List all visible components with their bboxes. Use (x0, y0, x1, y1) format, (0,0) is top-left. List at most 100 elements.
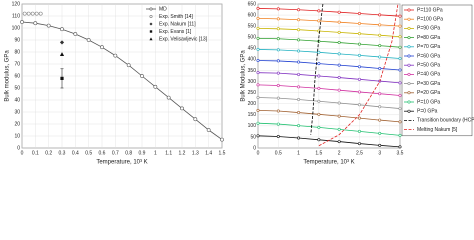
y-tick-label: 60 (14, 73, 20, 79)
marker (398, 68, 402, 72)
marker (357, 129, 361, 133)
marker (256, 121, 260, 125)
legend-label: P=70 GPa (417, 44, 440, 50)
legend-label: MD (159, 6, 167, 12)
marker (337, 41, 341, 45)
marker (337, 76, 341, 80)
marker (357, 77, 361, 81)
marker (26, 11, 31, 16)
x-tick-label: 1.1 (165, 150, 172, 156)
marker (220, 137, 224, 142)
marker (317, 74, 321, 78)
marker (407, 72, 411, 76)
y-tick-label: 40 (14, 97, 20, 103)
marker (59, 52, 65, 56)
marker (398, 35, 402, 39)
series-line (257, 122, 401, 136)
marker (398, 45, 402, 49)
legend-label: Melting Nakum [5] (417, 127, 458, 133)
marker (337, 127, 341, 131)
marker (297, 60, 301, 64)
marker (357, 42, 361, 46)
marker (378, 33, 382, 37)
marker (193, 117, 198, 122)
marker (276, 7, 280, 11)
legend-label: Exp. Velisavljevic [13] (159, 36, 208, 42)
series-line (257, 97, 401, 109)
marker (149, 22, 153, 26)
y-tick-label: 20 (14, 121, 20, 127)
marker (337, 88, 341, 92)
series-line (257, 72, 401, 84)
marker (398, 145, 402, 149)
marker (378, 55, 382, 59)
y-tick-label: 550 (248, 23, 257, 29)
y-tick-label: 100 (248, 123, 257, 129)
x-tick-label: 0.4 (72, 150, 79, 156)
marker (276, 27, 280, 31)
marker (153, 84, 158, 89)
marker (276, 71, 280, 75)
x-axis-title: Temperature, 10³ K (303, 160, 354, 166)
marker (256, 71, 260, 75)
y-tick-label: 300 (248, 79, 257, 85)
y-tick-label: 150 (248, 112, 257, 118)
marker (149, 30, 153, 33)
marker (407, 91, 411, 95)
marker (180, 106, 184, 111)
marker (276, 109, 280, 113)
y-tick-label: 200 (248, 101, 257, 107)
marker (357, 90, 361, 94)
marker (86, 38, 91, 42)
marker (357, 32, 361, 36)
series-line (257, 8, 401, 17)
marker (357, 142, 361, 146)
y-tick-label: 0 (253, 145, 256, 151)
marker (297, 111, 301, 115)
marker (297, 72, 301, 76)
legend-label: P=40 GPa (417, 72, 440, 78)
x-tick-label: 1 (297, 150, 300, 156)
marker (407, 17, 411, 21)
marker (276, 122, 280, 126)
legend-label: P=100 GPa (417, 17, 443, 23)
marker (100, 45, 104, 50)
x-tick-label: 2 (338, 150, 341, 156)
x-tick-label: 0.8 (125, 150, 132, 156)
marker (73, 32, 78, 36)
marker (407, 82, 411, 86)
y-tick-label: 100 (12, 25, 21, 31)
marker (256, 58, 260, 62)
marker (398, 120, 402, 124)
marker (357, 65, 361, 69)
y-axis-title: Bulk Modulus, GPa (241, 50, 247, 102)
marker (337, 30, 341, 34)
marker (149, 37, 153, 41)
marker (59, 40, 65, 45)
marker (378, 23, 382, 27)
marker (34, 11, 39, 16)
series-line (21, 21, 223, 140)
marker (337, 63, 341, 67)
marker (256, 26, 260, 30)
legend-label: Exp. Smith [14] (159, 14, 194, 20)
marker (276, 84, 280, 88)
x-tick-label: 1.5 (219, 150, 226, 156)
y-tick-label: 80 (14, 49, 20, 55)
x-tick-label: 0.3 (59, 150, 66, 156)
legend-label: P=0 GPa (417, 109, 438, 115)
marker (276, 17, 280, 21)
legend-label: P=90 GPa (417, 26, 440, 32)
marker (317, 50, 321, 54)
marker (407, 45, 411, 49)
marker (378, 105, 382, 109)
marker (256, 36, 260, 40)
marker (256, 6, 260, 10)
marker (297, 85, 301, 89)
legend-label: P=20 GPa (417, 90, 440, 96)
x-tick-label: 0.2 (45, 150, 52, 156)
marker (357, 53, 361, 57)
legend-label: Transition boundary (HCP-BCC) (417, 118, 474, 124)
series-line (310, 3, 324, 135)
marker (317, 19, 321, 23)
